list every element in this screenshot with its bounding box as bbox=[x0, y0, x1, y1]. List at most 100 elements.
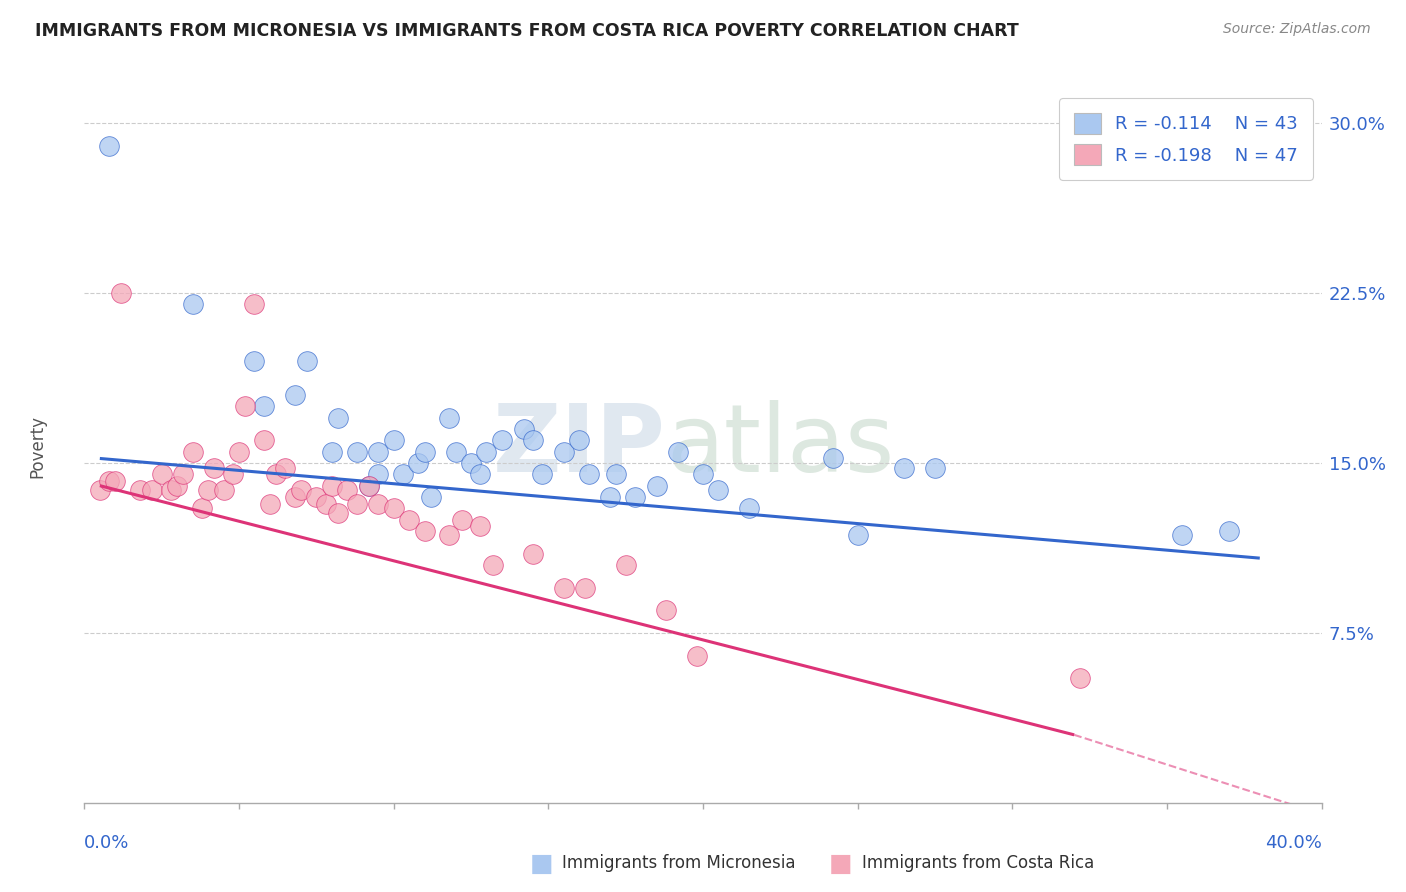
Point bbox=[578, 467, 600, 482]
Point bbox=[243, 354, 266, 368]
Point bbox=[460, 456, 482, 470]
Point bbox=[357, 478, 380, 492]
Point bbox=[141, 483, 163, 498]
Point bbox=[202, 460, 225, 475]
Point bbox=[475, 444, 498, 458]
Point bbox=[295, 354, 318, 368]
Point bbox=[228, 444, 250, 458]
Point bbox=[191, 501, 214, 516]
Text: ■: ■ bbox=[830, 852, 852, 875]
Point bbox=[645, 478, 668, 492]
Text: atlas: atlas bbox=[666, 400, 894, 492]
Point bbox=[893, 460, 915, 475]
Point bbox=[326, 506, 349, 520]
Point bbox=[284, 490, 307, 504]
Point bbox=[222, 467, 245, 482]
Point bbox=[1171, 528, 1194, 542]
Point bbox=[104, 474, 127, 488]
Point bbox=[259, 497, 281, 511]
Point bbox=[419, 490, 441, 504]
Text: ■: ■ bbox=[530, 852, 553, 875]
Point bbox=[605, 467, 627, 482]
Point bbox=[346, 497, 368, 511]
Point bbox=[444, 444, 467, 458]
Point bbox=[450, 513, 472, 527]
Point bbox=[512, 422, 534, 436]
Point bbox=[924, 460, 946, 475]
Text: Poverty: Poverty bbox=[28, 415, 46, 477]
Point bbox=[284, 388, 307, 402]
Legend: R = -0.114    N = 43, R = -0.198    N = 47: R = -0.114 N = 43, R = -0.198 N = 47 bbox=[1060, 98, 1313, 179]
Point bbox=[326, 410, 349, 425]
Point bbox=[197, 483, 219, 498]
Point bbox=[666, 444, 689, 458]
Point bbox=[253, 434, 276, 448]
Point bbox=[392, 467, 415, 482]
Point bbox=[686, 648, 709, 663]
Point bbox=[367, 497, 389, 511]
Point bbox=[738, 501, 761, 516]
Point bbox=[470, 519, 492, 533]
Text: 40.0%: 40.0% bbox=[1265, 834, 1322, 852]
Point bbox=[655, 603, 678, 617]
Point bbox=[172, 467, 194, 482]
Point bbox=[614, 558, 637, 572]
Point bbox=[821, 451, 844, 466]
Point bbox=[367, 467, 389, 482]
Point bbox=[491, 434, 513, 448]
Point bbox=[321, 444, 343, 458]
Text: Source: ZipAtlas.com: Source: ZipAtlas.com bbox=[1223, 22, 1371, 37]
Text: Immigrants from Costa Rica: Immigrants from Costa Rica bbox=[862, 855, 1094, 872]
Point bbox=[439, 410, 461, 425]
Point bbox=[1218, 524, 1240, 538]
Point bbox=[321, 478, 343, 492]
Point bbox=[166, 478, 188, 492]
Point bbox=[413, 444, 436, 458]
Point bbox=[382, 434, 405, 448]
Point bbox=[599, 490, 621, 504]
Point bbox=[398, 513, 420, 527]
Point bbox=[692, 467, 714, 482]
Point bbox=[408, 456, 430, 470]
Point bbox=[481, 558, 503, 572]
Point bbox=[181, 297, 204, 311]
Point bbox=[212, 483, 235, 498]
Point bbox=[846, 528, 869, 542]
Point bbox=[181, 444, 204, 458]
Point bbox=[336, 483, 359, 498]
Point bbox=[233, 400, 256, 414]
Point bbox=[568, 434, 591, 448]
Point bbox=[624, 490, 647, 504]
Point bbox=[707, 483, 730, 498]
Point bbox=[553, 444, 575, 458]
Point bbox=[522, 547, 544, 561]
Point bbox=[98, 138, 121, 153]
Point bbox=[531, 467, 554, 482]
Point bbox=[89, 483, 111, 498]
Point bbox=[357, 478, 380, 492]
Text: ZIP: ZIP bbox=[494, 400, 666, 492]
Point bbox=[470, 467, 492, 482]
Point bbox=[160, 483, 183, 498]
Text: Immigrants from Micronesia: Immigrants from Micronesia bbox=[562, 855, 796, 872]
Point bbox=[150, 467, 173, 482]
Point bbox=[305, 490, 328, 504]
Point bbox=[346, 444, 368, 458]
Point bbox=[253, 400, 276, 414]
Point bbox=[439, 528, 461, 542]
Text: 0.0%: 0.0% bbox=[84, 834, 129, 852]
Point bbox=[264, 467, 287, 482]
Point bbox=[522, 434, 544, 448]
Point bbox=[1069, 671, 1091, 685]
Point bbox=[129, 483, 152, 498]
Point bbox=[315, 497, 337, 511]
Point bbox=[110, 286, 132, 301]
Point bbox=[98, 474, 121, 488]
Point bbox=[290, 483, 312, 498]
Point bbox=[367, 444, 389, 458]
Point bbox=[413, 524, 436, 538]
Point bbox=[574, 581, 596, 595]
Point bbox=[274, 460, 297, 475]
Point bbox=[382, 501, 405, 516]
Point bbox=[553, 581, 575, 595]
